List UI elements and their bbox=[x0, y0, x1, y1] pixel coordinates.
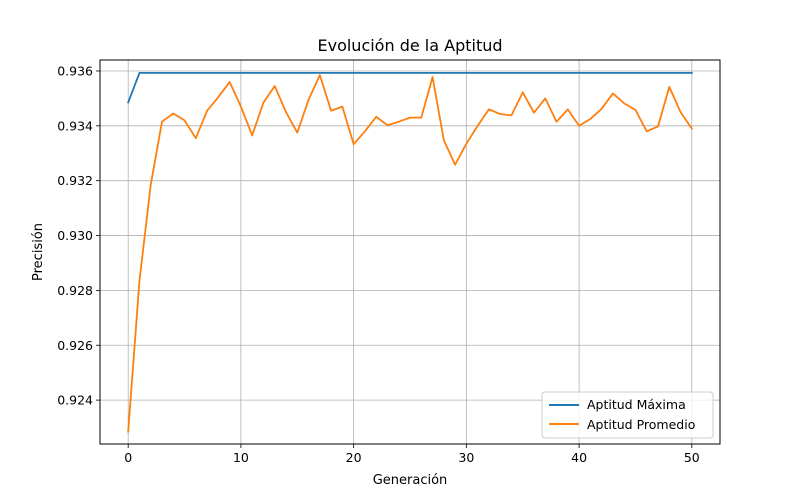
series-layer bbox=[127, 71, 694, 433]
series-avg-line bbox=[127, 74, 694, 433]
x-tick-label: 40 bbox=[571, 450, 587, 465]
ticks: 0 10 20 30 40 50 0.924 0.926 0.928 0.930 0.932 0.93… bbox=[57, 63, 700, 465]
grid bbox=[100, 60, 720, 444]
chart-title: Evolución de la Aptitud bbox=[317, 36, 502, 55]
y-tick-label: 0.928 bbox=[57, 283, 93, 298]
x-tick-label: 20 bbox=[346, 450, 362, 465]
legend-box bbox=[541, 391, 714, 439]
x-tick-label: 30 bbox=[458, 450, 474, 465]
x-tick-label: 10 bbox=[233, 450, 249, 465]
y-tick-label: 0.934 bbox=[57, 118, 93, 133]
y-tick-label: 0.936 bbox=[57, 63, 93, 78]
x-axis-label: Generación bbox=[373, 473, 448, 488]
x-tick-label: 0 bbox=[124, 450, 132, 465]
y-tick-label: 0.924 bbox=[57, 393, 93, 408]
legend-label-avg: Aptitud Promedio bbox=[587, 417, 695, 432]
series-max-line bbox=[127, 71, 693, 104]
y-tick-label: 0.930 bbox=[57, 228, 93, 243]
plot-frame bbox=[99, 59, 721, 445]
y-axis-label: Precisión bbox=[31, 223, 46, 281]
legend: Aptitud Máxima Aptitud Promedio bbox=[541, 391, 714, 439]
x-tick-label: 50 bbox=[684, 450, 700, 465]
y-tick-label: 0.932 bbox=[57, 173, 93, 188]
legend-label-max: Aptitud Máxima bbox=[587, 397, 686, 412]
y-tick-label: 0.926 bbox=[57, 338, 93, 353]
